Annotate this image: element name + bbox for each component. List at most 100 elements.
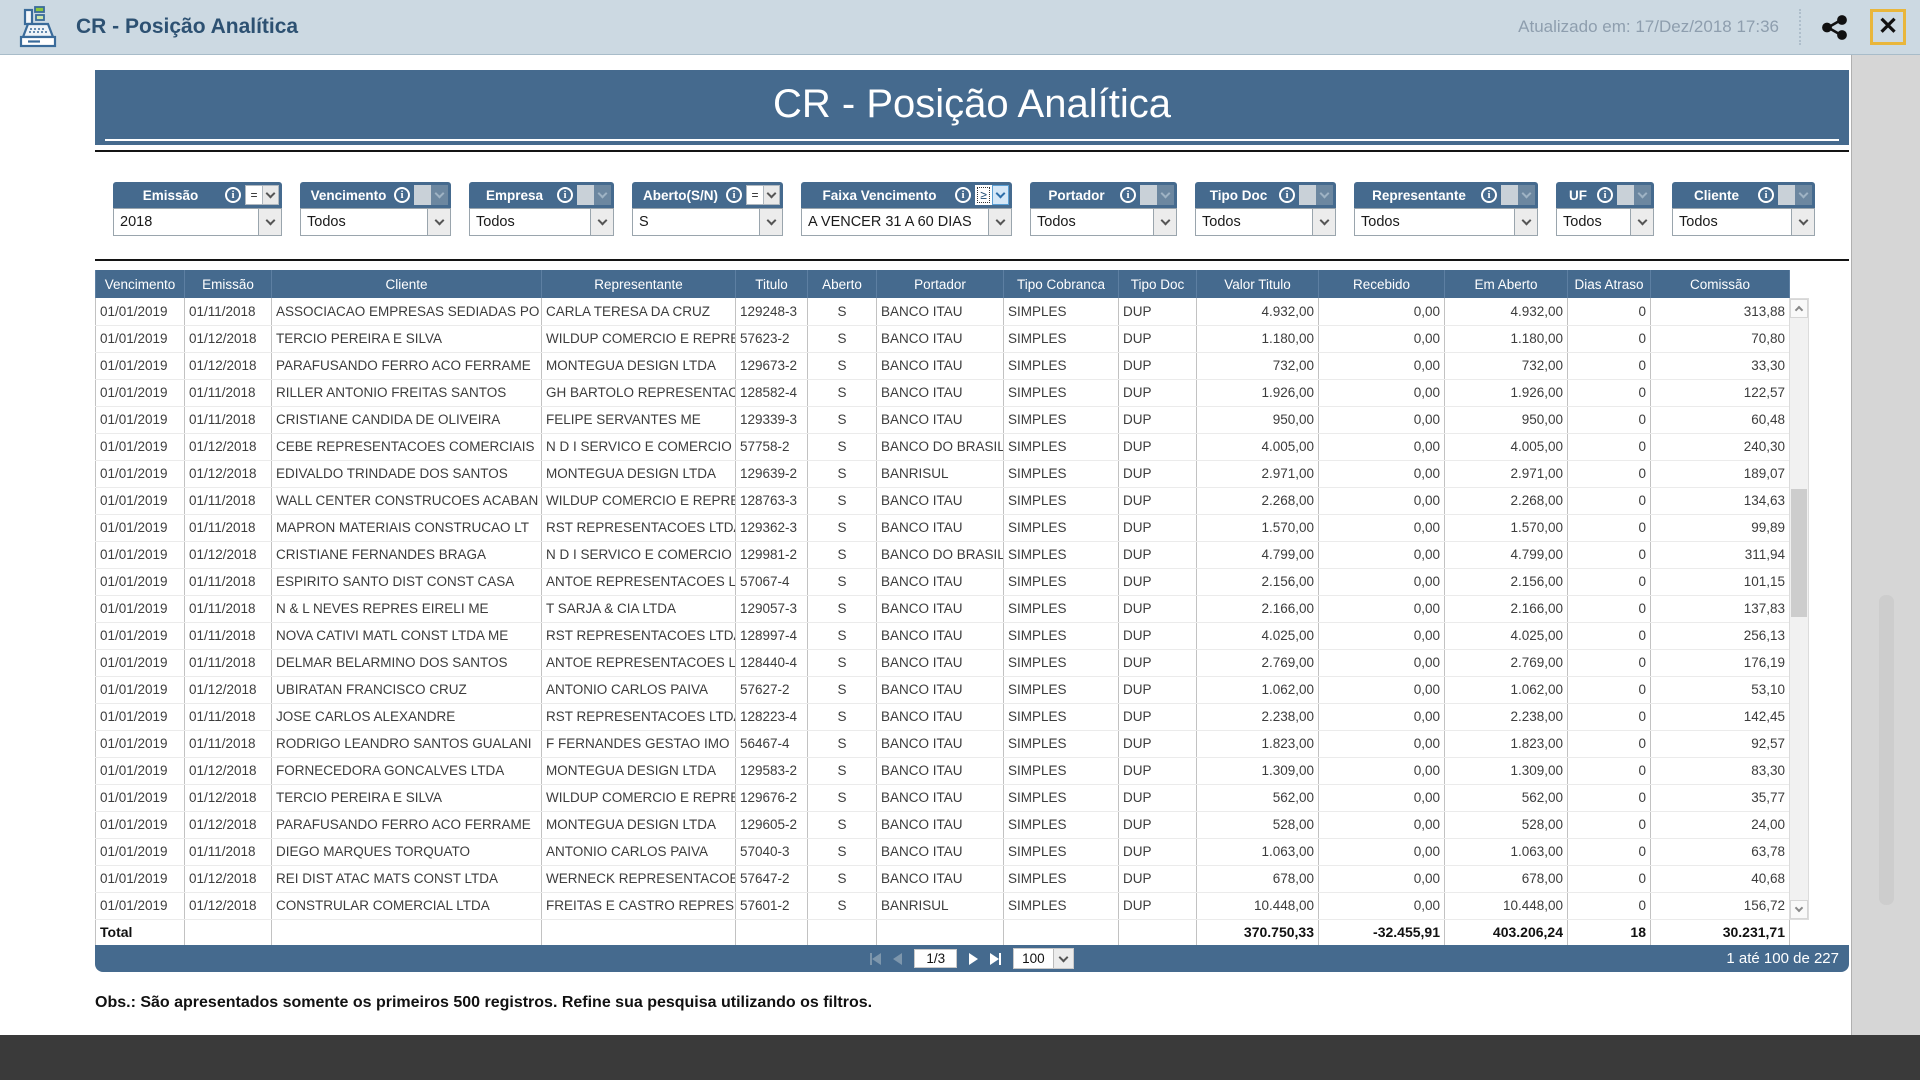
filter-value-select[interactable]: Todos bbox=[1195, 208, 1336, 236]
filter-value-select[interactable]: A VENCER 31 A 60 DIAS bbox=[801, 208, 1012, 236]
table-row[interactable]: 01/01/2019 01/12/2018 UBIRATAN FRANCISCO C… bbox=[95, 676, 1790, 704]
column-header[interactable]: Portador bbox=[876, 270, 1004, 298]
chevron-down-icon bbox=[1312, 209, 1335, 235]
filter-value-select[interactable]: Todos bbox=[469, 208, 614, 236]
table-cell: 01/12/2018 bbox=[184, 757, 272, 785]
info-icon[interactable]: i bbox=[1279, 187, 1295, 203]
first-page-button[interactable] bbox=[870, 952, 882, 965]
table-row[interactable]: 01/01/2019 01/11/2018 RILLER ANTONIO FREIT… bbox=[95, 379, 1790, 407]
column-header[interactable]: Dias Atraso bbox=[1567, 270, 1651, 298]
column-header[interactable]: Tipo Cobranca bbox=[1003, 270, 1119, 298]
column-header[interactable]: Recebido bbox=[1318, 270, 1445, 298]
table-cell: 732,00 bbox=[1444, 352, 1568, 380]
table-row[interactable]: 01/01/2019 01/11/2018 DIEGO MARQUES TORQUA… bbox=[95, 838, 1790, 866]
table-cell: SIMPLES bbox=[1003, 379, 1119, 407]
page-scrollbar-track[interactable] bbox=[1851, 55, 1920, 1035]
share-icon[interactable] bbox=[1821, 14, 1848, 41]
filter-value-select[interactable]: Todos bbox=[1030, 208, 1177, 236]
column-header[interactable]: Valor Titulo bbox=[1196, 270, 1319, 298]
operator-select[interactable] bbox=[1617, 185, 1651, 205]
table-row[interactable]: 01/01/2019 01/12/2018 CRISTIANE FERNANDES … bbox=[95, 541, 1790, 569]
prev-page-button[interactable] bbox=[893, 952, 903, 965]
info-icon[interactable]: i bbox=[1481, 187, 1497, 203]
info-icon[interactable]: i bbox=[1758, 187, 1774, 203]
table-row[interactable]: 01/01/2019 01/11/2018 RODRIGO LEANDRO SANT… bbox=[95, 730, 1790, 758]
filter-header: Representante i bbox=[1354, 182, 1538, 208]
chevron-down-icon bbox=[1634, 185, 1651, 205]
info-icon[interactable]: i bbox=[1120, 187, 1136, 203]
table-row[interactable]: 01/01/2019 01/11/2018 ESPIRITO SANTO DIST … bbox=[95, 568, 1790, 596]
column-header[interactable]: Emissão bbox=[184, 270, 272, 298]
table-cell: WILDUP COMERCIO E REPRE bbox=[541, 784, 736, 812]
column-header[interactable]: Em Aberto bbox=[1444, 270, 1568, 298]
column-header[interactable]: Tipo Doc bbox=[1118, 270, 1197, 298]
filter-value-select[interactable]: Todos bbox=[1672, 208, 1815, 236]
page-size-select[interactable]: 100 bbox=[1013, 948, 1074, 969]
operator-select[interactable] bbox=[1140, 185, 1174, 205]
table-row[interactable]: 01/01/2019 01/11/2018 N & L NEVES REPRES E… bbox=[95, 595, 1790, 623]
operator-select[interactable] bbox=[1778, 185, 1812, 205]
operator-select[interactable]: = bbox=[746, 185, 780, 205]
table-row[interactable]: 01/01/2019 01/12/2018 PARAFUSANDO FERRO AC… bbox=[95, 811, 1790, 839]
table-cell: 2.156,00 bbox=[1444, 568, 1568, 596]
table-cell: 24,00 bbox=[1650, 811, 1790, 839]
table-row[interactable]: 01/01/2019 01/11/2018 NOVA CATIVI MATL CON… bbox=[95, 622, 1790, 650]
table-cell: DUP bbox=[1118, 298, 1197, 326]
table-row[interactable]: 01/01/2019 01/12/2018 TERCIO PEREIRA E SIL… bbox=[95, 784, 1790, 812]
next-page-button[interactable] bbox=[969, 952, 979, 965]
filter-bar: Emissão i = 2018 Vencimento i Todos Empresa i Tod… bbox=[95, 152, 1849, 254]
info-icon[interactable]: i bbox=[955, 187, 971, 203]
table-cell: BANCO ITAU bbox=[876, 379, 1004, 407]
filter-value-select[interactable]: Todos bbox=[300, 208, 451, 236]
table-row[interactable]: 01/01/2019 01/12/2018 CONSTRULAR COMERCIAL… bbox=[95, 892, 1790, 920]
column-header[interactable]: Titulo bbox=[735, 270, 808, 298]
table-row[interactable]: 01/01/2019 01/11/2018 ASSOCIACAO EMPRESAS … bbox=[95, 298, 1790, 326]
table-cell: SIMPLES bbox=[1003, 514, 1119, 542]
operator-select[interactable]: = bbox=[245, 185, 279, 205]
table-scrollbar-track[interactable] bbox=[1789, 298, 1809, 920]
column-header[interactable]: Vencimento bbox=[95, 270, 185, 298]
table-cell: 10.448,00 bbox=[1196, 892, 1319, 920]
close-button[interactable]: ✕ bbox=[1870, 9, 1906, 45]
column-header[interactable]: Comissão bbox=[1650, 270, 1790, 298]
table-row[interactable]: 01/01/2019 01/11/2018 JOSE CARLOS ALEXANDR… bbox=[95, 703, 1790, 731]
filter-value-select[interactable]: 2018 bbox=[113, 208, 282, 236]
table-scrollbar-thumb[interactable] bbox=[1791, 489, 1807, 617]
table-row[interactable]: 01/01/2019 01/11/2018 WALL CENTER CONSTRUC… bbox=[95, 487, 1790, 515]
operator-select[interactable]: ≥ bbox=[975, 185, 1009, 205]
table-row[interactable]: 01/01/2019 01/12/2018 EDIVALDO TRINDADE DO… bbox=[95, 460, 1790, 488]
operator-select[interactable] bbox=[1501, 185, 1535, 205]
table-cell: 0 bbox=[1567, 514, 1651, 542]
operator-select[interactable] bbox=[577, 185, 611, 205]
table-row[interactable]: 01/01/2019 01/12/2018 CEBE REPRESENTACOES … bbox=[95, 433, 1790, 461]
column-header[interactable]: Aberto bbox=[807, 270, 877, 298]
table-row[interactable]: 01/01/2019 01/12/2018 TERCIO PEREIRA E SIL… bbox=[95, 325, 1790, 353]
filter-value-select[interactable]: S bbox=[632, 208, 783, 236]
column-header[interactable]: Cliente bbox=[271, 270, 542, 298]
scroll-down-button[interactable] bbox=[1790, 900, 1808, 919]
table-cell: 01/11/2018 bbox=[184, 568, 272, 596]
table-row[interactable]: 01/01/2019 01/11/2018 MAPRON MATERIAIS CON… bbox=[95, 514, 1790, 542]
operator-select[interactable] bbox=[1299, 185, 1333, 205]
last-page-button[interactable] bbox=[990, 952, 1002, 965]
operator-select[interactable] bbox=[414, 185, 448, 205]
info-icon[interactable]: i bbox=[394, 187, 410, 203]
table-row[interactable]: 01/01/2019 01/12/2018 REI DIST ATAC MATS C… bbox=[95, 865, 1790, 893]
table-row[interactable]: 01/01/2019 01/11/2018 CRISTIANE CANDIDA DE… bbox=[95, 406, 1790, 434]
filter-value-select[interactable]: Todos bbox=[1354, 208, 1538, 236]
page-scrollbar-thumb[interactable] bbox=[1879, 595, 1894, 905]
info-icon[interactable]: i bbox=[225, 187, 241, 203]
chevron-down-icon bbox=[1157, 185, 1174, 205]
table-cell: S bbox=[807, 892, 877, 920]
filter-value-select[interactable]: Todos bbox=[1556, 208, 1654, 236]
table-row[interactable]: 01/01/2019 01/12/2018 FORNECEDORA GONCALVE… bbox=[95, 757, 1790, 785]
info-icon[interactable]: i bbox=[557, 187, 573, 203]
table-row[interactable]: 01/01/2019 01/11/2018 DELMAR BELARMINO DOS… bbox=[95, 649, 1790, 677]
info-icon[interactable]: i bbox=[1597, 187, 1613, 203]
info-icon[interactable]: i bbox=[726, 187, 742, 203]
table-cell: 0 bbox=[1567, 298, 1651, 326]
table-row[interactable]: 01/01/2019 01/12/2018 PARAFUSANDO FERRO AC… bbox=[95, 352, 1790, 380]
table-cell: 01/11/2018 bbox=[184, 514, 272, 542]
column-header[interactable]: Representante bbox=[541, 270, 736, 298]
scroll-up-button[interactable] bbox=[1790, 299, 1808, 318]
